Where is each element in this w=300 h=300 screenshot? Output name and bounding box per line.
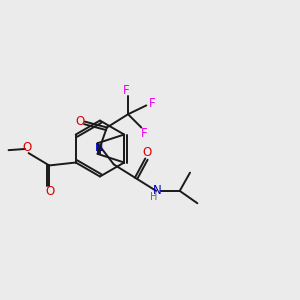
Text: F: F: [123, 84, 130, 97]
Text: N: N: [153, 184, 162, 197]
Text: N: N: [94, 143, 103, 154]
Text: H: H: [149, 192, 157, 203]
Text: O: O: [142, 146, 152, 159]
Text: F: F: [141, 127, 148, 140]
Text: O: O: [76, 115, 85, 128]
Text: F: F: [149, 98, 155, 110]
Text: O: O: [46, 185, 55, 198]
Text: O: O: [22, 141, 32, 154]
